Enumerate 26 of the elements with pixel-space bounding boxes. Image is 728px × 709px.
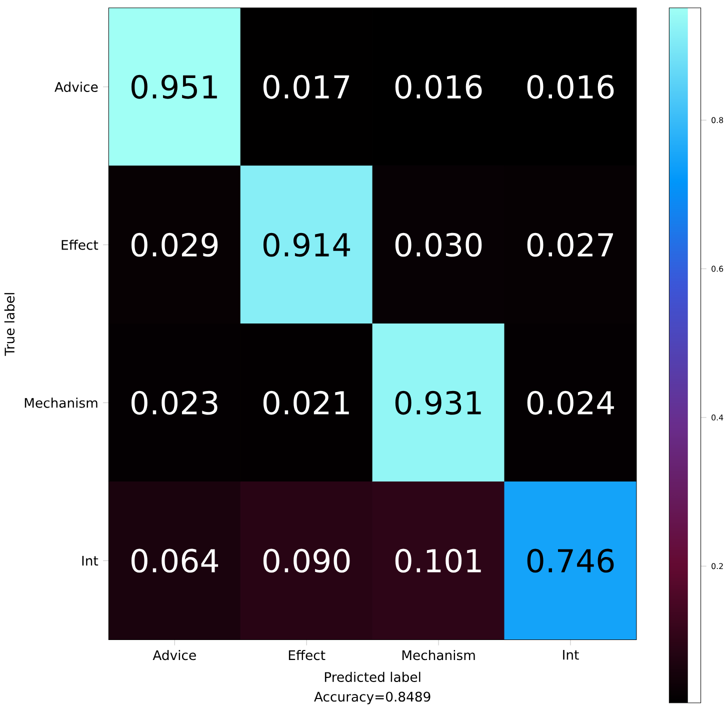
x-tick-label: Mechanism [402, 650, 475, 660]
y-axis-title: True label [4, 293, 15, 356]
data-label: 0.064 [132, 548, 218, 573]
y-tick-label: Int [82, 556, 98, 566]
data-label: 0.914 [263, 233, 350, 257]
x-tick-label: Advice [152, 650, 196, 660]
data-label: 0.746 [527, 548, 614, 573]
y-tick-label: Effect [62, 240, 98, 250]
data-label: 0.931 [395, 391, 481, 415]
data-label: 0.029 [132, 233, 218, 257]
data-label: 0.024 [527, 391, 614, 415]
data-label: 0.023 [132, 391, 218, 415]
text: Accuracy=0.8489 [314, 692, 430, 704]
data-label: 0.101 [395, 548, 481, 573]
data-label: 0.951 [132, 75, 217, 100]
data-label: 0.021 [263, 391, 349, 415]
y-tick-label: Advice [54, 82, 98, 92]
x-tick-label: Effect [288, 650, 326, 660]
data-label: 0.030 [395, 233, 482, 257]
data-label: 0.027 [527, 233, 613, 257]
x-tick-label: Int [563, 650, 579, 660]
data-label: 0.016 [395, 75, 482, 100]
data-label: 0.090 [263, 548, 350, 573]
data-label: 0.016 [527, 75, 614, 100]
y-tick-label: Mechanism [24, 398, 98, 408]
x-axis-title: Predicted label [324, 672, 420, 682]
